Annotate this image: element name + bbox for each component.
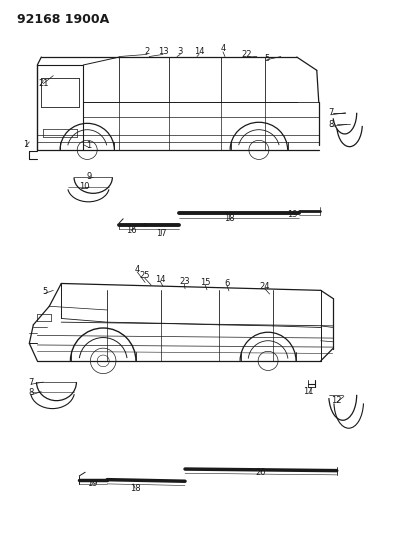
Text: 1: 1 — [86, 141, 91, 150]
Text: 5: 5 — [42, 287, 47, 296]
Text: 14: 14 — [193, 47, 204, 56]
Text: 15: 15 — [199, 278, 210, 287]
Text: 18: 18 — [130, 483, 140, 492]
Text: 19: 19 — [87, 479, 97, 488]
Text: 92168 1900A: 92168 1900A — [17, 13, 109, 26]
Text: 6: 6 — [224, 279, 229, 288]
Text: 17: 17 — [155, 229, 166, 238]
Text: 2: 2 — [144, 47, 149, 56]
Text: 11: 11 — [303, 386, 313, 395]
Text: 18: 18 — [223, 214, 234, 223]
Text: 8: 8 — [327, 120, 332, 129]
Text: 14: 14 — [155, 274, 165, 284]
Text: 5: 5 — [263, 54, 269, 62]
Text: 12: 12 — [331, 395, 341, 405]
Text: 4: 4 — [134, 265, 140, 274]
Text: 8: 8 — [28, 388, 34, 397]
Text: 4: 4 — [220, 44, 225, 53]
Text: 7: 7 — [327, 108, 332, 117]
Text: 13: 13 — [157, 47, 168, 56]
Text: 22: 22 — [241, 50, 251, 59]
Text: 24: 24 — [259, 282, 269, 291]
Text: 21: 21 — [38, 79, 49, 88]
Text: 25: 25 — [139, 271, 149, 280]
Text: 7: 7 — [28, 377, 34, 386]
Text: 1: 1 — [23, 140, 28, 149]
Text: 23: 23 — [178, 277, 189, 286]
Text: 16: 16 — [126, 226, 136, 235]
Text: 19: 19 — [287, 210, 297, 219]
Text: 9: 9 — [86, 172, 91, 181]
Text: 20: 20 — [255, 468, 265, 477]
Text: 10: 10 — [79, 182, 89, 191]
Text: 3: 3 — [177, 47, 182, 56]
